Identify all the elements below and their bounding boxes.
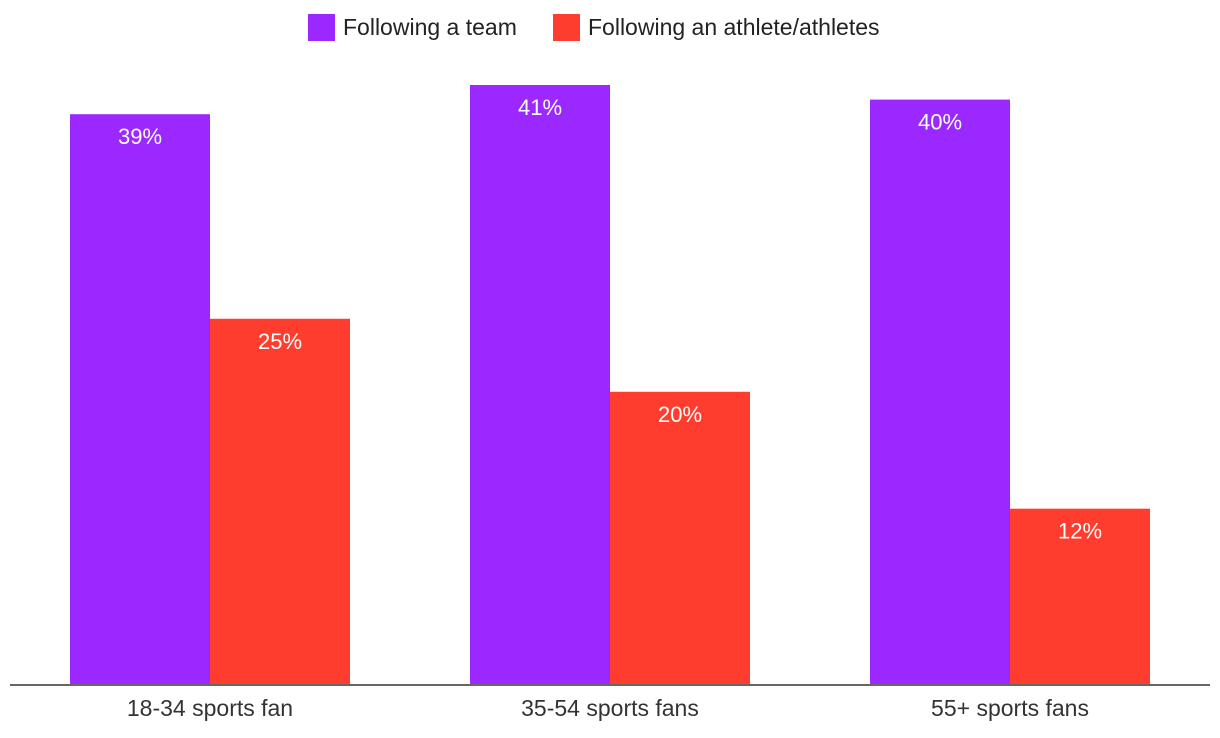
value-labels: 39% 25% 41% 20% 40% 12%: [118, 95, 1102, 544]
category-label: 35-54 sports fans: [521, 695, 699, 721]
bar-athlete-1: [610, 391, 750, 684]
value-label: 25%: [258, 329, 302, 354]
value-label: 40%: [918, 110, 962, 135]
legend-swatch-team: [308, 14, 335, 41]
legend-swatch-athlete: [553, 14, 580, 41]
category-label: 55+ sports fans: [931, 695, 1089, 721]
value-label: 20%: [658, 402, 702, 427]
bars: [70, 85, 1150, 685]
legend-label-athlete: Following an athlete/athletes: [588, 14, 880, 40]
value-label: 41%: [518, 95, 562, 120]
bar-team-1: [470, 85, 610, 684]
value-label: 39%: [118, 124, 162, 149]
category-label: 18-34 sports fan: [127, 695, 293, 721]
bar-athlete-2: [1010, 508, 1150, 684]
category-labels: 18-34 sports fan 35-54 sports fans 55+ spo…: [127, 695, 1089, 721]
bar-athlete-0: [210, 318, 350, 684]
bar-team-0: [70, 114, 210, 685]
value-label: 12%: [1058, 519, 1102, 544]
legend-label-team: Following a team: [343, 14, 517, 40]
legend: Following a team Following an athlete/ath…: [308, 14, 880, 41]
bar-team-2: [870, 99, 1010, 685]
